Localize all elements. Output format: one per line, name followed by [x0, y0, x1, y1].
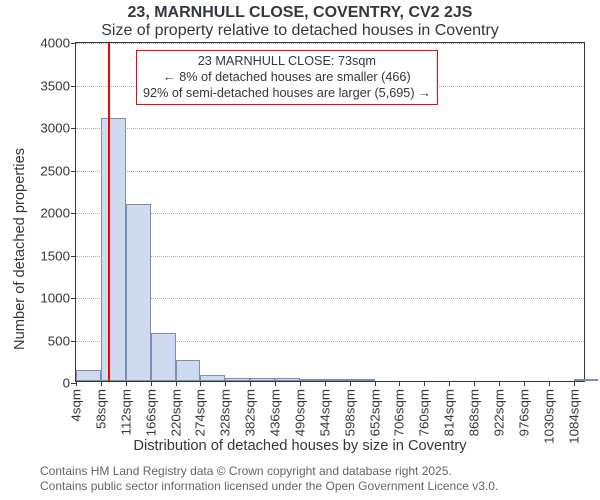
chart-title-line2: Size of property relative to detached ho… [0, 22, 600, 40]
x-tick-mark [524, 381, 525, 386]
y-tick-label: 500 [48, 333, 70, 348]
footer-line-1: Contains HM Land Registry data © Crown c… [40, 464, 498, 479]
y-axis-label: Number of detached properties [12, 150, 28, 350]
histogram-bar [250, 378, 275, 381]
x-tick-mark [275, 381, 276, 386]
footer-line-2: Contains public sector information licen… [40, 479, 498, 494]
x-tick-label: 274sqm [193, 389, 208, 436]
y-tick-mark [71, 43, 76, 44]
y-tick-label: 3000 [40, 121, 70, 136]
histogram-bar [101, 118, 126, 382]
x-tick-label: 328sqm [218, 389, 233, 436]
histogram-bar [200, 375, 225, 381]
x-tick-mark [101, 381, 102, 386]
histogram-bar [176, 360, 201, 381]
y-tick-mark [71, 213, 76, 214]
x-tick-label: 1084sqm [566, 389, 581, 444]
x-tick-label: 922sqm [491, 389, 506, 436]
y-tick-mark [71, 86, 76, 87]
x-tick-label: 706sqm [392, 389, 407, 436]
x-tick-label: 112sqm [118, 389, 133, 435]
gridline-h [76, 298, 584, 299]
gridline-h [76, 213, 584, 214]
x-tick-mark [200, 381, 201, 386]
annotation-box: 23 MARNHULL CLOSE: 73sqm← 8% of detached… [136, 50, 438, 105]
x-tick-label: 868sqm [467, 389, 482, 436]
gridline-h [76, 43, 584, 44]
y-tick-label: 2000 [40, 206, 70, 221]
x-tick-mark [574, 381, 575, 386]
y-tick-mark [71, 128, 76, 129]
x-tick-mark [449, 381, 450, 386]
x-tick-label: 598sqm [342, 389, 357, 436]
x-tick-label: 760sqm [417, 389, 432, 436]
x-tick-label: 220sqm [168, 389, 183, 436]
annotation-line: ← 8% of detached houses are smaller (466… [143, 70, 431, 86]
y-tick-mark [71, 341, 76, 342]
histogram-bar [325, 379, 350, 381]
footer-attribution: Contains HM Land Registry data © Crown c… [40, 464, 498, 494]
x-tick-label: 436sqm [268, 389, 283, 436]
plot-area: 050010001500200025003000350040004sqm58sq… [75, 42, 585, 382]
x-tick-mark [399, 381, 400, 386]
x-tick-label: 1030sqm [541, 389, 556, 444]
x-tick-mark [76, 381, 77, 386]
x-tick-mark [549, 381, 550, 386]
x-tick-label: 544sqm [317, 389, 332, 436]
x-tick-mark [300, 381, 301, 386]
histogram-bar [350, 379, 375, 381]
x-tick-label: 4sqm [69, 389, 84, 422]
x-tick-label: 490sqm [292, 389, 307, 436]
x-tick-mark [350, 381, 351, 386]
y-tick-mark [71, 298, 76, 299]
y-tick-label: 2500 [40, 163, 70, 178]
y-tick-label: 3500 [40, 78, 70, 93]
annotation-line: 23 MARNHULL CLOSE: 73sqm [143, 54, 431, 70]
x-tick-label: 814sqm [442, 389, 457, 436]
chart-title-line1: 23, MARNHULL CLOSE, COVENTRY, CV2 2JS [0, 4, 600, 22]
x-tick-mark [499, 381, 500, 386]
x-tick-label: 166sqm [143, 389, 158, 436]
x-tick-mark [225, 381, 226, 386]
y-tick-mark [71, 256, 76, 257]
y-tick-label: 1000 [40, 291, 70, 306]
y-tick-label: 4000 [40, 36, 70, 51]
x-tick-mark [250, 381, 251, 386]
x-tick-label: 652sqm [367, 389, 382, 436]
x-tick-mark [151, 381, 152, 386]
histogram-bar [574, 379, 599, 381]
x-tick-mark [176, 381, 177, 386]
histogram-bar [76, 370, 101, 381]
figure-root: 23, MARNHULL CLOSE, COVENTRY, CV2 2JS Si… [0, 0, 600, 500]
histogram-bar [126, 204, 151, 381]
histogram-bar [275, 378, 300, 381]
histogram-bar [300, 379, 325, 381]
x-tick-label: 382sqm [243, 389, 258, 436]
y-tick-mark [71, 171, 76, 172]
x-tick-mark [325, 381, 326, 386]
gridline-h [76, 128, 584, 129]
x-tick-mark [126, 381, 127, 386]
annotation-line: 92% of semi-detached houses are larger (… [143, 86, 431, 102]
x-tick-mark [474, 381, 475, 386]
gridline-h [76, 171, 584, 172]
histogram-bar [225, 378, 250, 381]
x-tick-label: 976sqm [516, 389, 531, 436]
y-tick-label: 1500 [40, 248, 70, 263]
x-tick-mark [424, 381, 425, 386]
marker-line [108, 43, 110, 381]
x-tick-label: 58sqm [93, 389, 108, 429]
x-axis-label: Distribution of detached houses by size … [0, 438, 600, 454]
gridline-h [76, 256, 584, 257]
x-tick-mark [375, 381, 376, 386]
histogram-bar [151, 333, 176, 381]
